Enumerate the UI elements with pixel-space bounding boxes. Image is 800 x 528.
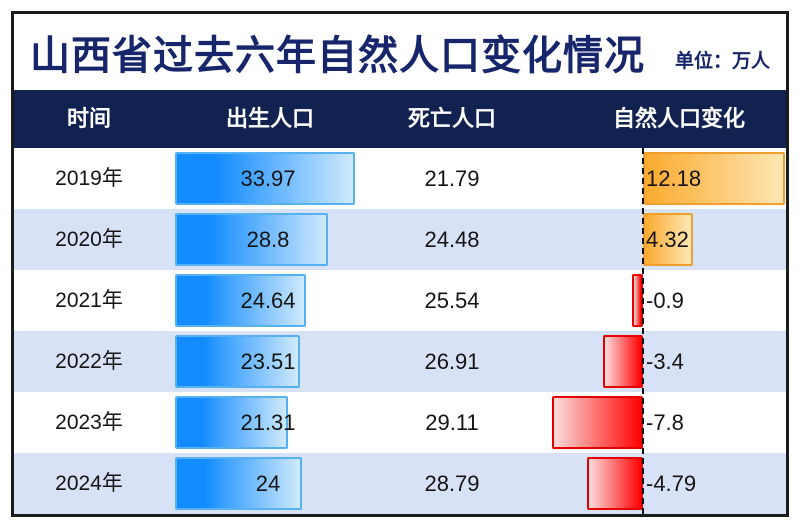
unit-label: 单位：万人: [674, 50, 770, 72]
birth-bar: [175, 213, 328, 266]
table-row: 2023年 21.31 29.11 -7.8: [14, 392, 786, 453]
table-body: 2019年 33.97 21.79 12.18 2020年 28.8 24.48…: [14, 148, 786, 514]
birth-value: 24: [255, 471, 281, 496]
change-value: -0.9: [646, 288, 684, 313]
birth-bar: [175, 152, 355, 205]
table-row: 2024年 24 28.79 -4.79: [14, 453, 786, 514]
death-value: 26.91: [424, 349, 480, 374]
change-bar: [643, 152, 785, 205]
year-label: 2020年: [55, 228, 123, 251]
change-bar: [603, 335, 643, 388]
birth-value: 24.64: [240, 288, 296, 313]
change-value: 4.32: [646, 227, 689, 252]
table-row: 2020年 28.8 24.48 4.32: [14, 209, 786, 270]
death-value: 21.79: [424, 166, 480, 191]
header-death: 死亡人口: [407, 106, 496, 131]
year-label: 2022年: [55, 350, 123, 373]
birth-bar: [175, 335, 300, 388]
change-value: -3.4: [646, 349, 684, 374]
change-value: -7.8: [646, 410, 684, 435]
birth-value: 28.8: [246, 227, 290, 252]
year-label: 2019年: [55, 167, 123, 190]
zero-axis-dashed-line: [642, 148, 644, 514]
year-label: 2024年: [55, 472, 123, 495]
death-value: 28.79: [424, 471, 480, 496]
header-change: 自然人口变化: [612, 106, 745, 131]
birth-value: 23.51: [240, 349, 296, 374]
year-label: 2023年: [55, 411, 123, 434]
death-value: 24.48: [424, 227, 480, 252]
table-row: 2019年 33.97 21.79 12.18: [14, 148, 786, 209]
birth-value: 33.97: [240, 166, 296, 191]
page-title: 山西省过去六年自然人口变化情况: [29, 34, 645, 78]
birth-bar: [175, 457, 302, 510]
title-bar: 山西省过去六年自然人口变化情况 单位：万人: [14, 14, 786, 90]
change-bar: [587, 457, 643, 510]
death-value: 29.11: [425, 410, 479, 435]
header-birth: 出生人口: [225, 106, 314, 131]
death-value: 25.54: [424, 288, 480, 313]
table-row: 2022年 23.51 26.91 -3.4: [14, 331, 786, 392]
birth-bar: [175, 274, 306, 327]
change-value: -4.79: [646, 471, 697, 496]
birth-bar: [175, 396, 288, 449]
chart-frame: 山西省过去六年自然人口变化情况 单位：万人 时间 出生人口 死亡人口 自然人口变…: [11, 11, 789, 517]
table-header: 时间 出生人口 死亡人口 自然人口变化: [14, 90, 786, 148]
year-label: 2021年: [55, 289, 123, 312]
change-bar: [643, 213, 693, 266]
birth-value: 21.31: [240, 410, 296, 435]
change-bar: [552, 396, 643, 449]
change-value: 12.18: [646, 166, 702, 191]
table-row: 2021年 24.64 25.54 -0.9: [14, 270, 786, 331]
header-time: 时间: [66, 106, 111, 131]
